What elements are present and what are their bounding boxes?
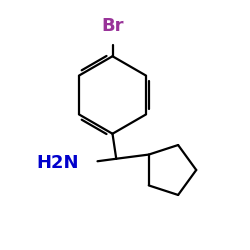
Text: Br: Br bbox=[101, 17, 124, 35]
Text: H2N: H2N bbox=[36, 154, 79, 172]
